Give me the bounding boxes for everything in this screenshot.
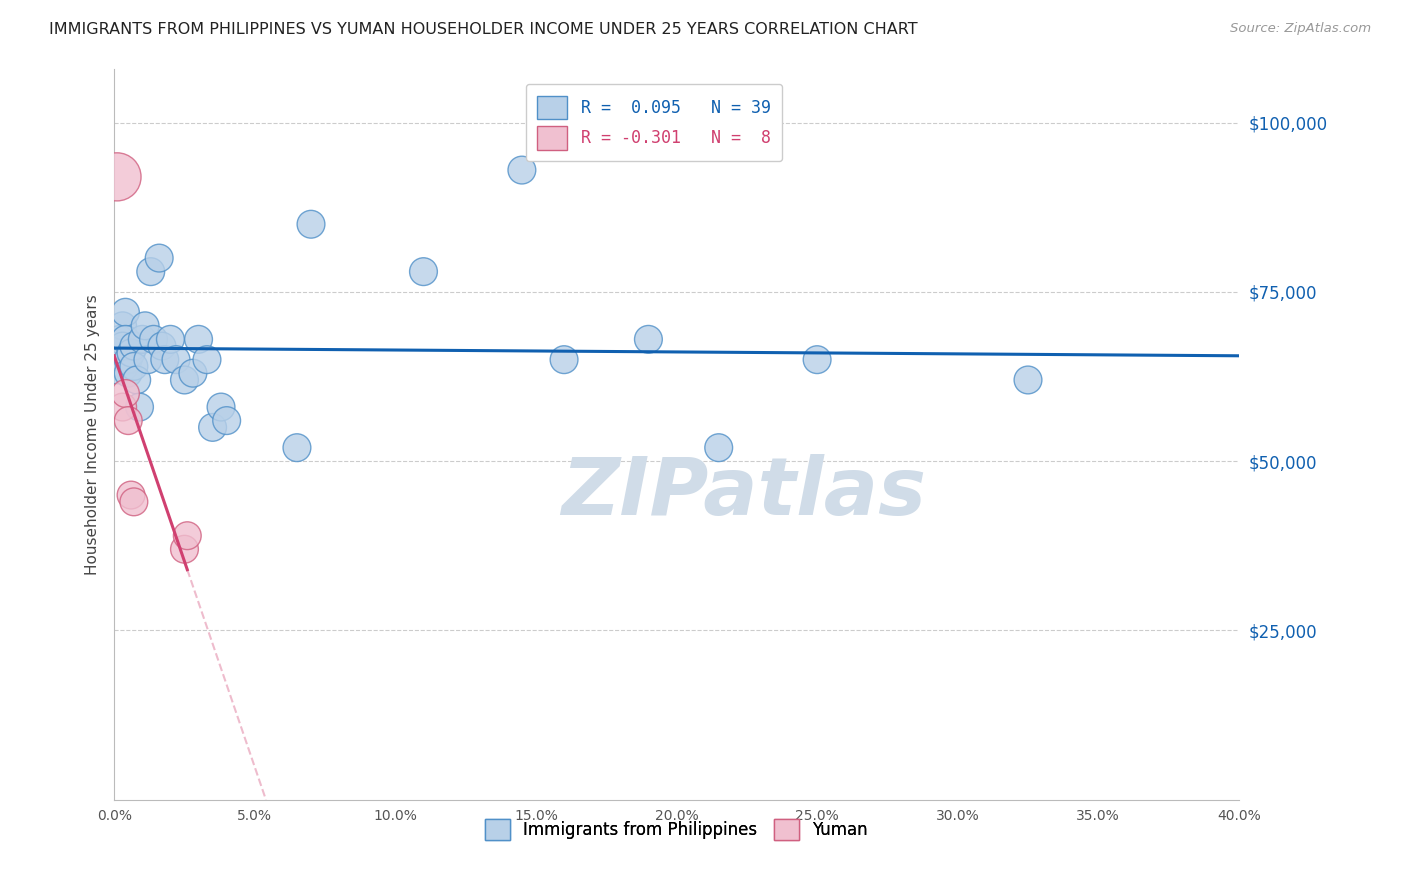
Text: Source: ZipAtlas.com: Source: ZipAtlas.com bbox=[1230, 22, 1371, 36]
Point bbox=[173, 373, 195, 387]
Point bbox=[215, 414, 238, 428]
Point bbox=[173, 542, 195, 557]
Point bbox=[412, 265, 434, 279]
Point bbox=[125, 373, 148, 387]
Point bbox=[134, 318, 156, 333]
Point bbox=[139, 265, 162, 279]
Point bbox=[285, 441, 308, 455]
Point bbox=[165, 352, 187, 367]
Point bbox=[128, 400, 150, 414]
Point bbox=[209, 400, 232, 414]
Point bbox=[637, 332, 659, 346]
Y-axis label: Householder Income Under 25 years: Householder Income Under 25 years bbox=[86, 293, 100, 574]
Point bbox=[153, 352, 176, 367]
Point bbox=[120, 346, 142, 360]
Point bbox=[553, 352, 575, 367]
Point bbox=[114, 305, 136, 319]
Point bbox=[136, 352, 159, 367]
Point bbox=[142, 332, 165, 346]
Point bbox=[176, 529, 198, 543]
Point bbox=[111, 400, 134, 414]
Point bbox=[111, 318, 134, 333]
Point bbox=[105, 352, 128, 367]
Point bbox=[150, 339, 173, 353]
Text: IMMIGRANTS FROM PHILIPPINES VS YUMAN HOUSEHOLDER INCOME UNDER 25 YEARS CORRELATI: IMMIGRANTS FROM PHILIPPINES VS YUMAN HOU… bbox=[49, 22, 918, 37]
Point bbox=[195, 352, 218, 367]
Point bbox=[806, 352, 828, 367]
Point bbox=[131, 332, 153, 346]
Point bbox=[105, 169, 128, 184]
Point bbox=[201, 420, 224, 434]
Point bbox=[148, 251, 170, 265]
Point bbox=[707, 441, 730, 455]
Point bbox=[181, 366, 204, 380]
Point bbox=[114, 332, 136, 346]
Point bbox=[120, 488, 142, 502]
Point bbox=[114, 386, 136, 401]
Point bbox=[117, 366, 139, 380]
Point bbox=[187, 332, 209, 346]
Point bbox=[108, 332, 131, 346]
Legend: Immigrants from Philippines, Yuman: Immigrants from Philippines, Yuman bbox=[478, 813, 875, 847]
Point bbox=[159, 332, 181, 346]
Point bbox=[1017, 373, 1039, 387]
Point bbox=[122, 339, 145, 353]
Text: ZIPatlas: ZIPatlas bbox=[561, 454, 927, 532]
Point bbox=[111, 339, 134, 353]
Point bbox=[117, 414, 139, 428]
Point bbox=[510, 163, 533, 178]
Point bbox=[122, 495, 145, 509]
Point bbox=[122, 359, 145, 374]
Point bbox=[299, 217, 322, 231]
Point bbox=[117, 352, 139, 367]
